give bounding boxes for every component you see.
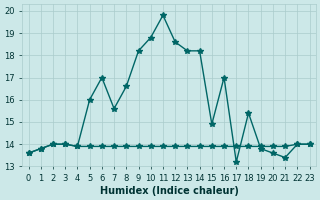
X-axis label: Humidex (Indice chaleur): Humidex (Indice chaleur) [100,186,238,196]
